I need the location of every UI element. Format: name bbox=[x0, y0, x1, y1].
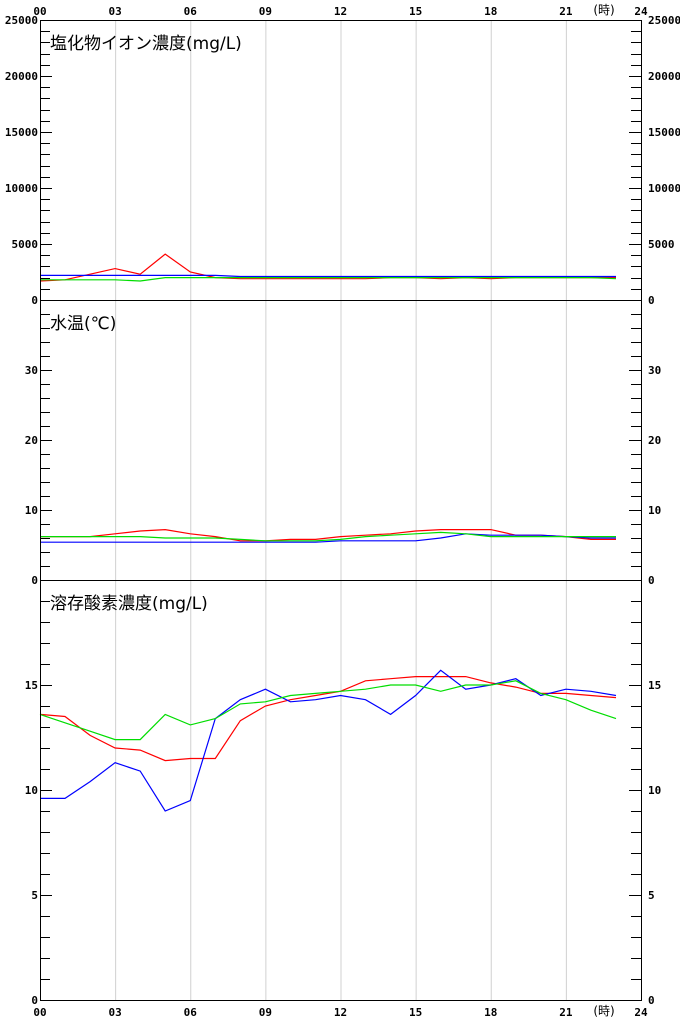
y-tick-label-right: 20000 bbox=[648, 70, 680, 83]
series-line-2 bbox=[39, 680, 617, 741]
y-tick-label-right: 10 bbox=[648, 784, 661, 797]
y-tick-label-left: 0 bbox=[31, 574, 38, 587]
y-tick-label-left: 10 bbox=[25, 504, 38, 517]
x-tick-label-bottom: 15 bbox=[409, 1006, 422, 1019]
y-tick-label-right: 0 bbox=[648, 294, 655, 307]
series-layer bbox=[39, 253, 617, 812]
grid-layer bbox=[115, 20, 567, 1000]
x-unit-label-bottom: (時) bbox=[593, 1004, 614, 1018]
label-layer: 000003030606090912121515181821212424(時)(… bbox=[5, 3, 680, 1019]
y-tick-label-right: 15 bbox=[648, 679, 661, 692]
y-tick-label-left: 30 bbox=[25, 364, 38, 377]
y-tick-label-left: 25000 bbox=[5, 14, 38, 27]
x-tick-label-top: 12 bbox=[334, 5, 347, 18]
x-tick-label-top: 24 bbox=[634, 5, 648, 18]
x-tick-label-top: 06 bbox=[184, 5, 198, 18]
y-tick-label-right: 5000 bbox=[648, 238, 675, 251]
y-tick-label-right: 0 bbox=[648, 994, 655, 1007]
x-tick-label-top: 03 bbox=[109, 5, 122, 18]
y-tick-label-right: 10000 bbox=[648, 182, 680, 195]
y-tick-label-left: 5 bbox=[31, 889, 38, 902]
x-tick-label-bottom: 00 bbox=[33, 1006, 46, 1019]
y-tick-label-right: 10 bbox=[648, 504, 661, 517]
y-tick-label-left: 15000 bbox=[5, 126, 38, 139]
x-tick-label-top: 21 bbox=[559, 5, 573, 18]
y-tick-label-left: 20000 bbox=[5, 70, 38, 83]
x-tick-label-bottom: 21 bbox=[559, 1006, 573, 1019]
x-tick-label-bottom: 18 bbox=[484, 1006, 497, 1019]
series-line-1 bbox=[40, 274, 616, 278]
x-tick-label-bottom: 09 bbox=[259, 1006, 272, 1019]
y-tick-label-left: 0 bbox=[31, 994, 38, 1007]
y-tick-label-right: 30 bbox=[648, 364, 661, 377]
y-tick-label-left: 10000 bbox=[5, 182, 38, 195]
y-tick-label-right: 0 bbox=[648, 574, 655, 587]
x-tick-label-top: 09 bbox=[259, 5, 272, 18]
x-tick-label-top: 00 bbox=[33, 5, 46, 18]
y-tick-label-right: 20 bbox=[648, 434, 661, 447]
series-line-1 bbox=[40, 533, 616, 543]
y-tick-label-left: 0 bbox=[31, 294, 38, 307]
y-tick-label-right: 25000 bbox=[648, 14, 680, 27]
series-line-2 bbox=[40, 531, 616, 542]
panel-title: 溶存酸素濃度(mg/L) bbox=[50, 594, 208, 614]
panel-title: 水温(℃) bbox=[50, 314, 116, 334]
series-line-1 bbox=[40, 669, 617, 812]
y-tick-label-right: 5 bbox=[648, 889, 655, 902]
series-line-0 bbox=[39, 675, 617, 762]
x-tick-label-bottom: 24 bbox=[634, 1006, 648, 1019]
y-tick-label-left: 5000 bbox=[12, 238, 39, 251]
x-tick-label-bottom: 12 bbox=[334, 1006, 347, 1019]
y-tick-label-left: 15 bbox=[25, 679, 38, 692]
x-tick-label-top: 15 bbox=[409, 5, 422, 18]
x-tick-label-top: 18 bbox=[484, 5, 497, 18]
y-tick-label-right: 15000 bbox=[648, 126, 680, 139]
panel-title: 塩化物イオン濃度(mg/L) bbox=[50, 34, 242, 54]
tick-layer bbox=[40, 31, 641, 980]
x-tick-label-bottom: 06 bbox=[184, 1006, 198, 1019]
series-line-2 bbox=[40, 277, 617, 282]
y-tick-label-left: 10 bbox=[25, 784, 38, 797]
y-tick-label-left: 20 bbox=[25, 434, 38, 447]
x-tick-label-bottom: 03 bbox=[109, 1006, 122, 1019]
x-unit-label-top: (時) bbox=[593, 3, 614, 17]
